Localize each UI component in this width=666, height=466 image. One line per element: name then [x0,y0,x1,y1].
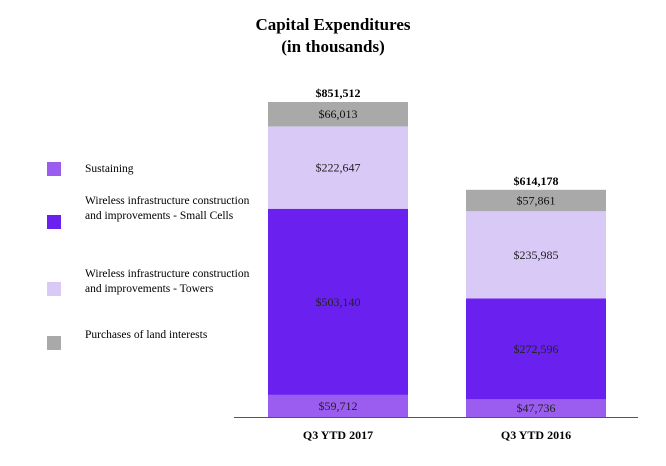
data-label: $235,985 [514,248,559,262]
bar-segment [466,211,606,299]
data-label: $66,013 [319,107,358,121]
chart-title-line1: Capital Expenditures [255,15,411,34]
bar-segment [268,102,408,127]
legend-label-sustaining: Sustaining [85,163,134,175]
data-label: $272,596 [514,342,559,356]
legend-swatch-land [47,336,61,350]
bar-segment [466,399,606,417]
total-label: $614,178 [514,174,559,188]
data-label: $59,712 [319,399,358,413]
legend-label-land: Purchases of land interests [85,329,208,341]
total-label: $851,512 [316,86,361,100]
legend-swatch-towers [47,282,61,296]
legend-swatch-sustaining [47,162,61,176]
bar-segment [466,189,606,212]
data-label: $222,647 [316,161,361,175]
bar-segment [268,208,408,395]
chart-title: Capital Expenditures (in thousands) [200,14,466,58]
legend-label-towers: Wireless infrastructure construction and… [85,268,250,295]
bar-segment [268,126,408,209]
category-label: Q3 YTD 2016 [501,428,571,442]
chart-title-line2: (in thousands) [281,37,385,56]
data-label: $47,736 [517,401,556,415]
bar-segment [268,394,408,417]
legend-swatch-small-cells [47,215,61,229]
legend-label-small-cells: Wireless infrastructure construction and… [85,195,250,222]
category-label: Q3 YTD 2017 [303,428,373,442]
data-label: $503,140 [316,295,361,309]
bar-segment [466,298,606,400]
data-label: $57,861 [517,193,556,207]
